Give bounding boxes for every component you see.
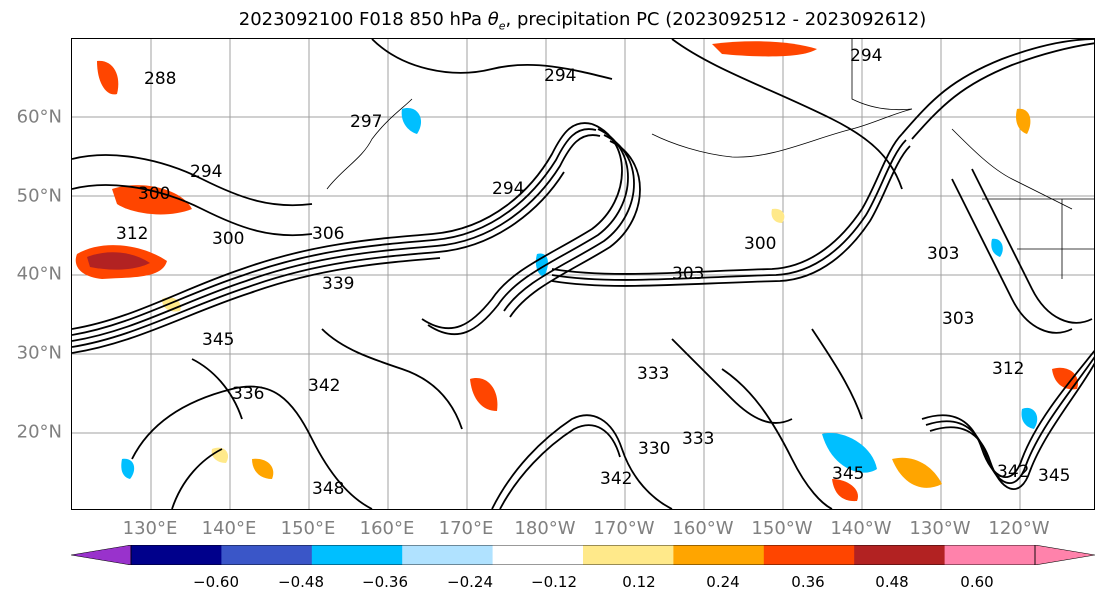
- lat-label-50n: 50°N: [16, 185, 62, 207]
- colorbar-segment: [854, 545, 946, 565]
- theta-e-symbol: θe: [487, 9, 506, 33]
- contour-label: 300: [212, 229, 244, 249]
- lon-label-130e: 130°E: [122, 518, 178, 539]
- lon-label-130w: 130°W: [909, 518, 971, 539]
- lon-label-170w: 170°W: [593, 518, 655, 539]
- colorbar-tick: −0.24: [447, 573, 493, 591]
- contour-label: 330: [638, 439, 670, 459]
- map-panel: 288 294 297 294 294 294 300 312 300 306 …: [71, 38, 1095, 510]
- colorbar-tick: 0.24: [706, 573, 740, 591]
- contour-label: 303: [927, 244, 959, 264]
- lat-label-20n: 20°N: [16, 421, 62, 443]
- colorbar-tick: 0.12: [622, 573, 656, 591]
- contour-label: 303: [942, 309, 974, 329]
- colorbar-segment: [492, 545, 584, 565]
- colorbar-extend-min: [71, 545, 132, 565]
- contour-label: 288: [144, 69, 176, 89]
- contour-label: 312: [116, 224, 148, 244]
- colorbar-tick: −0.60: [193, 573, 239, 591]
- colorbar-segment: [402, 545, 494, 565]
- contour-label: 300: [138, 184, 170, 204]
- lon-label-180w: 180°W: [514, 518, 576, 539]
- contour-label: 345: [1038, 466, 1070, 486]
- colorbar: [71, 545, 1095, 565]
- contour-label: 303: [672, 264, 704, 284]
- lat-label-60n: 60°N: [16, 106, 62, 128]
- colorbar-tick: −0.36: [362, 573, 408, 591]
- contour-label: 345: [202, 330, 234, 350]
- precip-shading: [75, 41, 1078, 502]
- contour-labels: 288 294 297 294 294 294 300 312 300 306 …: [116, 46, 1070, 499]
- contour-label: 339: [322, 274, 354, 294]
- theta-e-contours: [72, 39, 1094, 509]
- contour-label: 342: [600, 469, 632, 489]
- colorbar-segment: [221, 545, 313, 565]
- colorbar-tick: −0.12: [531, 573, 577, 591]
- lon-label-160w: 160°W: [672, 518, 734, 539]
- colorbar-segment: [944, 545, 1036, 565]
- lat-label-30n: 30°N: [16, 342, 62, 364]
- colorbar-segment: [131, 545, 222, 565]
- contour-label: 294: [544, 66, 576, 86]
- contour-label: 342: [997, 462, 1029, 482]
- contour-label: 333: [682, 429, 714, 449]
- colorbar-border: [130, 545, 1036, 565]
- colorbar-tick: −0.48: [278, 573, 324, 591]
- lon-label-140w: 140°W: [830, 518, 892, 539]
- colorbar-tick: 0.60: [960, 573, 994, 591]
- contour-label: 300: [744, 234, 776, 254]
- contour-label: 345: [832, 464, 864, 484]
- contour-label: 312: [992, 359, 1024, 379]
- lon-label-160e: 160°E: [359, 518, 415, 539]
- colorbar-extend-max: [1034, 545, 1095, 565]
- contour-label: 333: [637, 364, 669, 384]
- colorbar-segment: [311, 545, 403, 565]
- contour-label: 297: [350, 112, 382, 132]
- colorbar-segment: [583, 545, 674, 565]
- contour-label: 336: [232, 384, 264, 404]
- lon-label-150w: 150°W: [751, 518, 813, 539]
- colorbar-segment: [673, 545, 765, 565]
- contour-label: 348: [312, 479, 344, 499]
- colorbar-tick: 0.36: [791, 573, 825, 591]
- contour-label: 294: [190, 162, 222, 182]
- contour-label: 342: [308, 376, 340, 396]
- colorbar-segment: [763, 545, 855, 565]
- colorbar-tick: 0.48: [875, 573, 909, 591]
- lat-label-40n: 40°N: [16, 263, 62, 285]
- map-canvas: 288 294 297 294 294 294 300 312 300 306 …: [72, 39, 1094, 509]
- lon-label-150e: 150°E: [280, 518, 336, 539]
- contour-label: 294: [850, 46, 882, 66]
- map-title: 2023092100 F018 850 hPa θe, precipitatio…: [0, 9, 1105, 33]
- contour-label: 306: [312, 224, 344, 244]
- coastlines: [326, 39, 1094, 279]
- lon-label-120w: 120°W: [988, 518, 1050, 539]
- colorbar-segments: [71, 545, 1095, 565]
- contour-label: 294: [492, 179, 524, 199]
- lon-label-170e: 170°E: [438, 518, 494, 539]
- title-suffix: , precipitation PC (2023092512 - 2023092…: [505, 9, 927, 30]
- lon-label-140e: 140°E: [201, 518, 257, 539]
- title-prefix: 2023092100 F018 850 hPa: [238, 9, 488, 30]
